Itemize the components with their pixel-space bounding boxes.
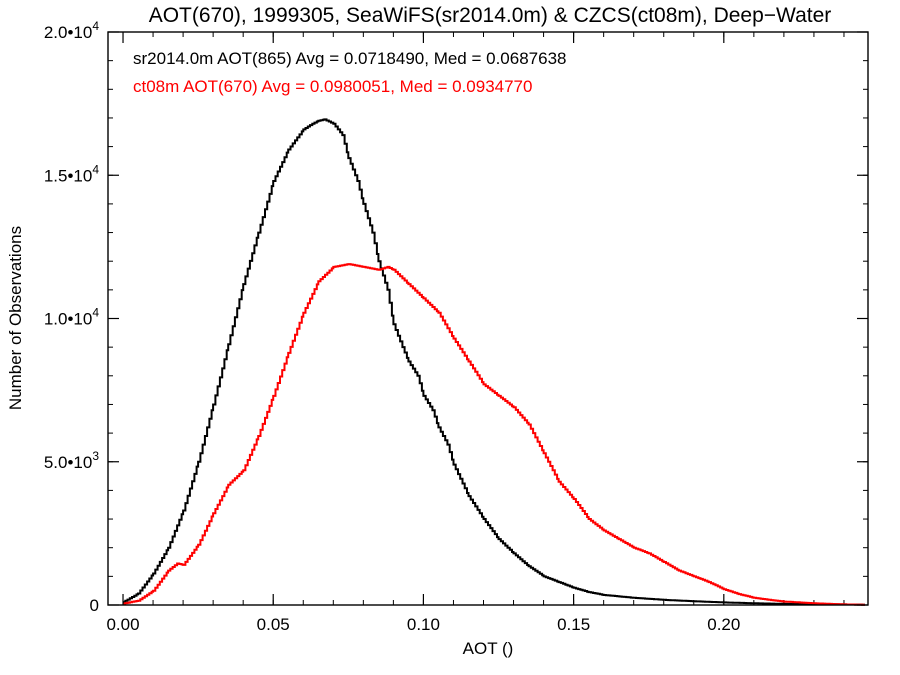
- y-tick-label: 2.0•104: [44, 19, 100, 42]
- series-layer: [123, 118, 865, 606]
- y-tick-label: 5.0•103: [44, 449, 100, 472]
- series-black-histogram: [123, 118, 865, 606]
- x-axis-label: AOT (): [463, 639, 514, 658]
- y-axis-label: Number of Observations: [6, 226, 25, 410]
- x-axis: 0.00 0.05 0.10 0.15 0.20: [106, 32, 740, 634]
- x-tick-label: 0.20: [707, 615, 740, 634]
- y-tick-label: 1.0•104: [44, 306, 100, 329]
- y-tick-label: 0: [90, 596, 99, 615]
- x-tick-label: 0.05: [257, 615, 290, 634]
- annotation-text: sr2014.0m AOT(865) Avg = 0.0718490, Med …: [133, 49, 567, 68]
- annotations: sr2014.0m AOT(865) Avg = 0.0718490, Med …: [133, 49, 567, 96]
- x-tick-label: 0.15: [557, 615, 590, 634]
- annotation-text: ct08m AOT(670) Avg = 0.0980051, Med = 0.…: [133, 77, 532, 96]
- y-axis: 0 5.0•103 1.0•104 1.5•104 2.0•104: [44, 19, 868, 615]
- chart-title: AOT(670), 1999305, SeaWiFS(sr2014.0m) & …: [149, 4, 832, 27]
- y-tick-label: 1.5•104: [44, 162, 100, 185]
- x-tick-label: 0.10: [407, 615, 440, 634]
- series-red-histogram: [123, 263, 865, 606]
- x-tick-label: 0.00: [106, 615, 139, 634]
